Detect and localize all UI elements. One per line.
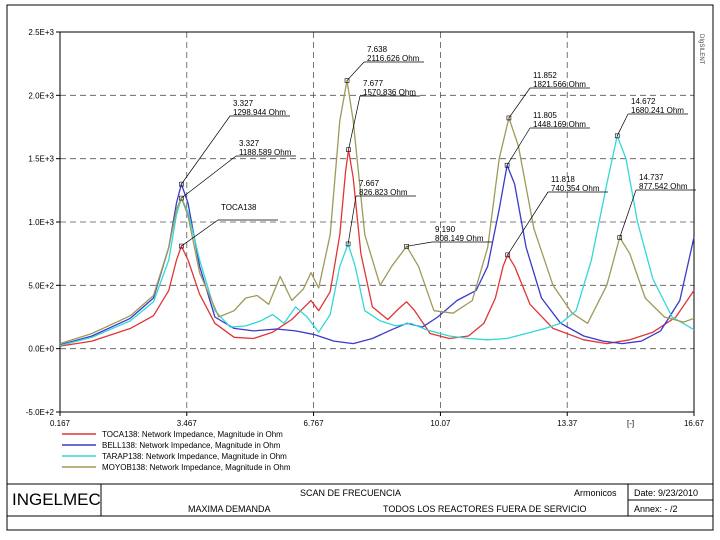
annotation-marker xyxy=(506,115,512,121)
x-axis: 0.167 3.467 6.767 10.07 13.37 16.67 xyxy=(50,412,705,428)
title-block xyxy=(7,483,713,517)
annotation-line1: TOCA138 xyxy=(221,203,257,212)
y-tick-label: 2.5E+3 xyxy=(28,28,54,37)
x-tick-label: 16.67 xyxy=(684,419,705,428)
annotation-leader xyxy=(347,195,357,244)
annotation-line1: 14.672 xyxy=(631,97,656,106)
annotation-marker xyxy=(179,243,184,249)
annotation-marker xyxy=(614,133,620,139)
annotation-marker xyxy=(504,162,510,168)
annotation-leader xyxy=(506,127,531,166)
company-name: INGELMEC xyxy=(12,490,101,509)
y-tick-label: 0.0E+0 xyxy=(28,345,54,354)
y-tick-label: 2.0E+3 xyxy=(28,91,54,100)
series-line-bell138 xyxy=(59,164,695,346)
annotation-leader xyxy=(346,61,365,81)
series-layer xyxy=(59,79,695,347)
annotation-line2: 740.354 Ohm xyxy=(551,184,600,193)
annotation-marker xyxy=(505,252,510,258)
annotation-line2: 808.149 Ohm xyxy=(435,234,484,243)
x-tick-label: 6.767 xyxy=(304,419,325,428)
page-border xyxy=(6,4,714,531)
y-axis: -5.0E+2 0.0E+0 5.0E+2 1.0E+3 1.5E+3 2.0E+3 2.5… xyxy=(26,28,60,417)
annotation-line2: 1680.241 Ohm xyxy=(631,106,684,115)
x-tick-label: 10.07 xyxy=(430,419,451,428)
annotation-leader xyxy=(348,95,361,150)
annotation-leader xyxy=(181,219,219,247)
annotation-line1: 11.818 xyxy=(551,175,575,184)
annotation-line2: 877.542 Ohm xyxy=(639,182,688,191)
y-tick-label: -5.0E+2 xyxy=(26,408,55,417)
annotation-leader xyxy=(619,189,637,238)
annotation-line1: 3.327 xyxy=(239,139,260,148)
legend-label: BELL138: Network Impedance, Magnitude in… xyxy=(102,441,281,450)
annotation-line1: 7.638 xyxy=(367,45,388,54)
annotation-marker xyxy=(346,147,351,152)
scenario-label: MAXIMA DEMANDA xyxy=(188,504,271,514)
annotation-line1: 7.677 xyxy=(363,79,384,88)
annotation-line1: 14.737 xyxy=(639,173,664,182)
study-title: SCAN DE FRECUENCIA xyxy=(300,488,402,498)
annotation-line1: 11.805 xyxy=(533,111,557,120)
annotation-marker xyxy=(404,244,409,249)
annotation-line1: 3.327 xyxy=(233,99,254,108)
annotation-leader xyxy=(406,241,433,247)
annotation-line2: 1188.589 Ohm xyxy=(239,148,292,157)
series-line-tarap138 xyxy=(59,135,695,347)
date-label: Date: 9/23/2010 xyxy=(634,488,699,498)
y-tick-label: 1.5E+3 xyxy=(28,155,54,164)
annotation-leader xyxy=(616,113,629,136)
y-tick-label: 1.0E+3 xyxy=(28,218,54,227)
annotation-marker xyxy=(345,241,351,247)
annotation-leader xyxy=(507,191,549,256)
legend-label: MOYOB138: Network Impedance, Magnitude i… xyxy=(102,463,291,472)
annotation-line1: 9.190 xyxy=(435,225,456,234)
x-unit-label: [-] xyxy=(627,419,634,428)
x-tick-label: 3.467 xyxy=(177,419,198,428)
watermark: DIgSILENT xyxy=(698,34,704,65)
legend: TOCA138: Network Impedance, Magnitude in… xyxy=(62,430,291,472)
project-label: Armonicos xyxy=(574,488,617,498)
annotation-marker xyxy=(179,181,184,187)
annotation-line1: 7.667 xyxy=(359,179,380,188)
annotation-leader xyxy=(508,87,531,119)
y-tick-label: 5.0E+2 xyxy=(28,281,54,290)
annotation-marker xyxy=(617,235,623,240)
grid xyxy=(60,32,694,412)
annotation-line2: 1298.944 Ohm xyxy=(233,108,286,117)
annotation-leader xyxy=(181,155,237,199)
x-tick-label: 13.37 xyxy=(557,419,578,428)
series-line-moyob138 xyxy=(59,79,695,345)
annotation-line2: 826.823 Ohm xyxy=(359,188,408,197)
annotation-marker xyxy=(344,78,350,83)
annotation-line2: 1821.566 Ohm xyxy=(533,80,586,89)
annotation-line2: 2116.626 Ohm xyxy=(367,54,420,63)
annex-label: Annex: - /2 xyxy=(634,504,678,514)
annotation-line2: 1448.169 Ohm xyxy=(533,120,586,129)
annotation-marker xyxy=(179,195,184,201)
annotation-line2: 1570.836 Ohm xyxy=(363,88,416,97)
annotation-line1: 11.852 xyxy=(533,71,557,80)
x-tick-label: 0.167 xyxy=(50,419,71,428)
annotation-leader xyxy=(181,115,231,185)
legend-label: TOCA138: Network Impedance, Magnitude in… xyxy=(102,430,283,439)
watermark-text: DIgSILENT xyxy=(698,34,704,65)
description-label: TODOS LOS REACTORES FUERA DE SERVICIO xyxy=(383,504,587,514)
series-line-toca138 xyxy=(59,149,695,347)
legend-label: TARAP138: Network Impedance, Magnitude i… xyxy=(102,452,287,461)
